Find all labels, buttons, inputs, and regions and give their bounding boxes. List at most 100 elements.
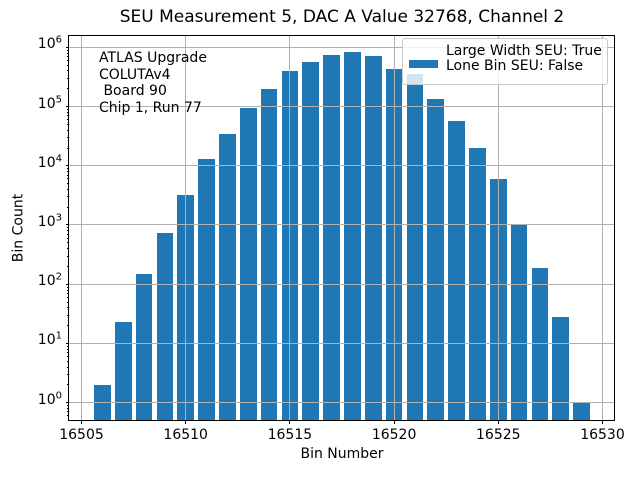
x-gridline: [289, 36, 291, 421]
y-minor-tick-mark: [67, 196, 69, 198]
y-minor-tick-mark: [67, 119, 69, 121]
y-minor-tick-mark: [67, 168, 69, 170]
y-minor-tick-mark: [67, 52, 69, 54]
y-tick-mark: [65, 46, 69, 48]
y-gridline: [69, 106, 615, 107]
y-minor-tick-mark: [67, 49, 69, 51]
y-tick-label: 104: [37, 153, 62, 171]
bar-16508: [135, 273, 153, 421]
y-minor-tick-mark: [67, 171, 69, 173]
y-minor-tick-mark: [67, 233, 69, 235]
x-tick-label: 16515: [267, 427, 313, 443]
y-minor-tick-mark: [67, 111, 69, 113]
y-tick-label: 106: [37, 34, 62, 53]
annotation-line-1: ATLAS Upgrade: [99, 50, 207, 66]
x-gridline: [185, 36, 187, 421]
x-gridline: [393, 36, 395, 421]
y-minor-tick-mark: [67, 174, 69, 176]
y-minor-tick-mark: [67, 415, 69, 417]
y-minor-tick-mark: [67, 366, 69, 368]
y-minor-tick-mark: [67, 248, 69, 250]
y-tick-mark: [65, 106, 69, 107]
legend-entry-large-width-seu: Large Width SEU: True: [446, 43, 602, 59]
bar-16522: [427, 98, 445, 421]
y-minor-tick-mark: [67, 345, 69, 347]
x-gridline: [81, 36, 82, 421]
y-minor-tick-mark: [67, 88, 69, 90]
x-tick-mark: [289, 420, 291, 424]
y-tick-mark: [65, 402, 69, 404]
y-minor-tick-mark: [67, 129, 69, 131]
y-minor-tick-mark: [67, 147, 69, 149]
y-minor-tick-mark: [67, 115, 69, 117]
x-tick-mark: [497, 420, 499, 424]
bar-16511: [198, 158, 215, 421]
y-minor-tick-mark: [67, 242, 69, 244]
bar-16527: [531, 267, 549, 421]
y-tick-mark: [65, 342, 69, 344]
x-tick-mark: [81, 420, 82, 424]
bar-16521: [406, 74, 424, 421]
y-tick-label: 100: [37, 390, 62, 408]
bar-16528: [552, 316, 570, 421]
bar-16513: [239, 108, 257, 421]
y-minor-tick-mark: [67, 384, 69, 386]
y-minor-tick-mark: [67, 289, 69, 291]
y-gridline: [69, 283, 615, 285]
y-minor-tick-mark: [67, 137, 69, 139]
y-tick-mark: [65, 224, 69, 226]
bar-16526: [510, 224, 528, 421]
bar-16507: [114, 322, 132, 421]
y-minor-tick-mark: [67, 292, 69, 294]
bar-16519: [364, 55, 382, 421]
y-tick-label: 101: [37, 330, 62, 349]
bar-16523: [448, 120, 465, 421]
y-tick-label: 102: [37, 271, 62, 290]
y-minor-tick-mark: [67, 183, 69, 185]
x-tick-label: 16530: [580, 427, 625, 443]
annotation-line-4: Chip 1, Run 77: [99, 99, 202, 116]
y-gridline: [69, 402, 615, 404]
bar-16509: [156, 233, 174, 421]
y-minor-tick-mark: [67, 301, 69, 303]
legend-labels: Large Width SEU: True Lone Bin SEU: Fals…: [446, 44, 602, 74]
x-tick-label: 16510: [163, 427, 208, 443]
y-minor-tick-mark: [67, 360, 69, 362]
chart-title: SEU Measurement 5, DAC A Value 32768, Ch…: [119, 7, 565, 27]
y-minor-tick-mark: [67, 314, 69, 316]
y-gridline: [69, 224, 615, 226]
bar-16516: [302, 62, 320, 421]
x-tick-mark: [185, 420, 187, 424]
annotation-text: ATLAS Upgrade COLUTAv4 Board 90 Chip 1, …: [99, 50, 207, 116]
y-axis-label: Bin Count: [10, 193, 27, 263]
y-gridline: [69, 342, 615, 344]
bar-16514: [260, 88, 278, 421]
y-minor-tick-mark: [67, 404, 69, 406]
y-minor-tick-mark: [67, 230, 69, 232]
y-tick-mark: [65, 165, 69, 167]
y-minor-tick-mark: [67, 325, 69, 327]
y-minor-tick-mark: [67, 307, 69, 309]
x-tick-mark: [393, 420, 395, 424]
y-tick-label: 105: [37, 93, 62, 112]
bar-16517: [323, 55, 340, 421]
bar-16529: [573, 402, 590, 421]
y-minor-tick-mark: [67, 356, 69, 358]
y-minor-tick-mark: [67, 237, 69, 239]
y-gridline: [69, 46, 615, 48]
y-minor-tick-mark: [67, 408, 69, 409]
x-axis-label: Bin Number: [300, 446, 384, 462]
y-minor-tick-mark: [67, 411, 69, 413]
y-minor-tick-mark: [67, 206, 69, 208]
y-tick-mark: [65, 283, 69, 285]
annotation-line-3: Board 90: [99, 83, 167, 99]
y-minor-tick-mark: [67, 60, 69, 61]
legend-entry-lone-bin-seu: Lone Bin SEU: False: [446, 58, 584, 74]
y-minor-tick-mark: [67, 352, 69, 354]
x-tick-label: 16505: [59, 427, 104, 443]
y-minor-tick-mark: [67, 64, 69, 66]
y-minor-tick-mark: [67, 348, 69, 350]
y-minor-tick-mark: [67, 77, 69, 79]
x-tick-label: 16520: [371, 427, 417, 443]
